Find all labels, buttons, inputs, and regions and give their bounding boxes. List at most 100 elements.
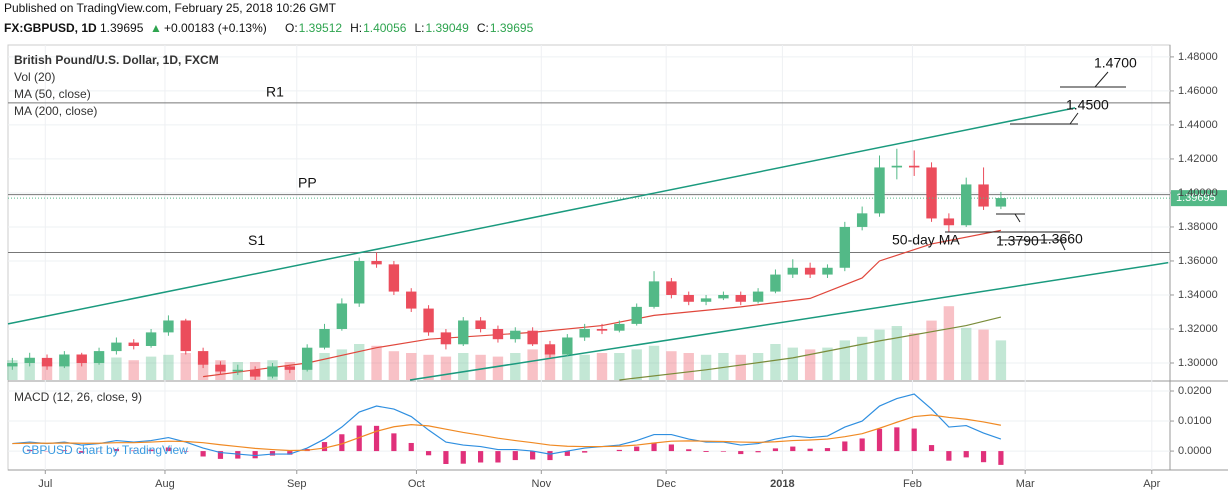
ohlc-label: C:: [477, 21, 489, 35]
macd-histogram: [807, 448, 813, 452]
x-tick-label: Feb: [903, 478, 922, 490]
macd-histogram: [148, 449, 154, 452]
macd-histogram: [946, 451, 952, 461]
volume-bar: [406, 353, 417, 380]
candle-body: [648, 281, 660, 307]
volume-bar: [59, 358, 70, 380]
candle-body: [93, 351, 105, 363]
annotation: 1.4700: [1094, 55, 1137, 71]
annotation: 1.3660: [1040, 231, 1083, 247]
candle-body: [926, 167, 937, 219]
published: Published on TradingView.com, February 2…: [4, 1, 337, 15]
candle-body: [41, 357, 53, 367]
last-price: 1.39695: [100, 21, 144, 35]
candle-body: [267, 366, 278, 377]
x-tick-label: Nov: [532, 478, 552, 490]
candle-body: [76, 354, 87, 363]
ohlc-label: O:: [285, 21, 298, 35]
candle-body: [24, 357, 35, 363]
volume-bar: [353, 344, 365, 380]
macd-histogram: [547, 451, 553, 461]
volume-bar: [926, 320, 937, 380]
candle-body: [995, 198, 1007, 207]
macd-histogram: [131, 450, 137, 452]
volume-bar: [648, 345, 660, 380]
macd-histogram: [651, 442, 657, 452]
volume-bar: [458, 353, 469, 380]
ohlc-value: 1.39695: [490, 21, 534, 35]
candle-body: [943, 218, 955, 226]
macd-histogram: [720, 451, 727, 452]
macd-line: [12, 414, 1002, 452]
macd-histogram: [339, 434, 345, 452]
macd-histogram: [668, 444, 674, 452]
macd-histogram: [478, 451, 484, 463]
ohlc-value: 1.39512: [299, 21, 343, 35]
macd-histogram: [165, 447, 172, 452]
macd-histogram: [183, 451, 189, 452]
volume-bar: [7, 360, 18, 380]
volume-bar: [492, 356, 504, 380]
candle-body: [249, 369, 261, 377]
candle-body: [284, 366, 296, 370]
macd-histogram: [79, 451, 85, 453]
volume-bar: [197, 358, 209, 380]
candle-body: [111, 342, 122, 352]
volume-bar: [336, 349, 348, 380]
candle-body: [180, 320, 191, 352]
candle-body: [336, 303, 348, 329]
pane-label: MA (50, close): [14, 87, 91, 101]
volume-bar: [943, 306, 955, 380]
volume-bar: [700, 354, 712, 380]
volume-bar: [76, 360, 87, 380]
macd-histogram: [235, 451, 241, 459]
volume-bar: [544, 353, 556, 380]
ma200-line: [619, 316, 1002, 381]
candle-body: [406, 291, 417, 309]
watermark: GBPUSD chart by TradingView: [22, 443, 188, 457]
annotation-line: [1014, 213, 1021, 223]
candle-body: [128, 342, 139, 346]
volume-bar: [735, 354, 746, 380]
annotation-line: [1059, 239, 1066, 251]
macd-histogram: [27, 449, 33, 452]
level-label: R1: [266, 84, 284, 100]
volume-bar: [24, 357, 35, 380]
candle-body: [908, 165, 920, 168]
y-tick-label: 1.38000: [1178, 221, 1218, 233]
candle-body: [874, 167, 885, 214]
candle-body: [475, 320, 486, 329]
macd-histogram: [824, 448, 831, 452]
candle-body: [787, 267, 798, 275]
y-tick-label: 1.32000: [1178, 323, 1218, 335]
x-tick-label: 2018: [770, 478, 794, 490]
candle-body: [197, 351, 209, 365]
volume-bar: [614, 353, 625, 380]
candle-body: [614, 323, 625, 331]
macd-histogram: [425, 451, 432, 456]
ohlc-value: 1.39049: [425, 21, 469, 35]
volume-bar: [752, 353, 764, 380]
y-tick-label: 1.30000: [1178, 357, 1218, 369]
volume-bar: [510, 353, 521, 380]
macd-histogram: [616, 449, 622, 452]
candle-body: [145, 332, 157, 346]
macd-histogram: [755, 451, 761, 453]
candle-body: [822, 267, 833, 275]
price-box-label: 1.39695: [1176, 192, 1216, 204]
macd-histogram: [772, 448, 779, 452]
candle-body: [371, 260, 382, 265]
candle-body: [666, 281, 677, 295]
macd-histogram: [495, 451, 501, 463]
candle-body: [839, 226, 851, 268]
candle-body: [804, 267, 816, 275]
macd-histogram: [634, 446, 640, 452]
volume-bar: [856, 336, 868, 380]
volume-bar: [128, 360, 139, 380]
volume-bar: [908, 333, 920, 380]
macd-histogram: [686, 449, 692, 452]
candle-body: [718, 294, 729, 299]
candle-body: [510, 330, 521, 340]
volume-bar: [822, 347, 833, 380]
macd-histogram: [530, 451, 536, 460]
